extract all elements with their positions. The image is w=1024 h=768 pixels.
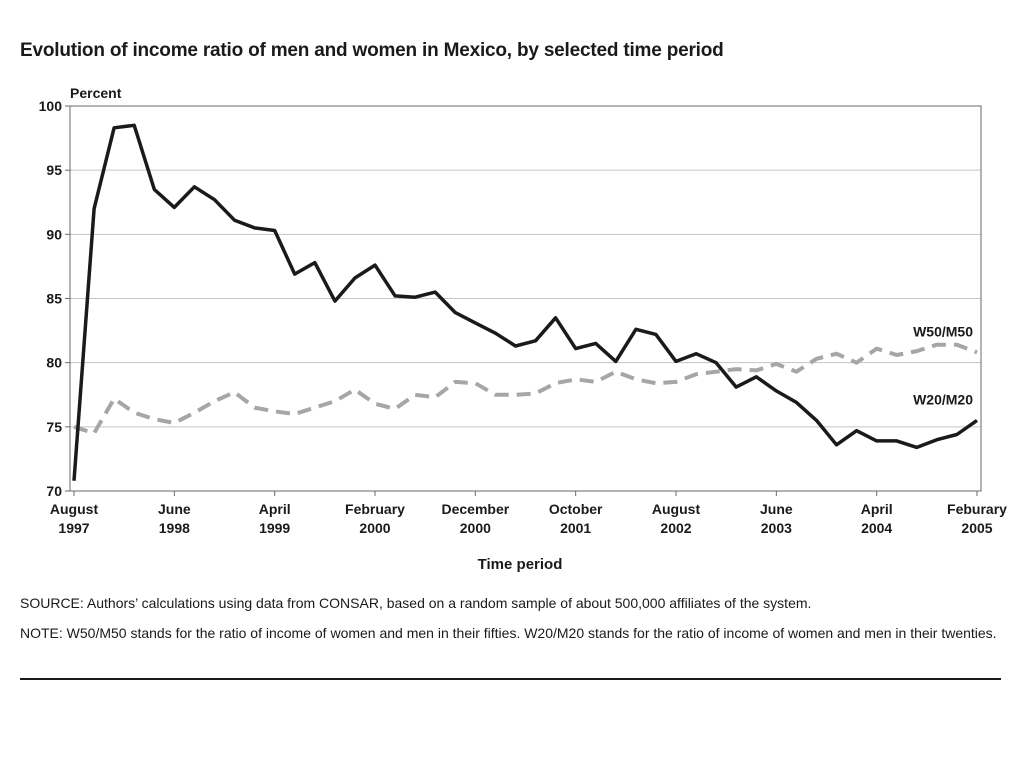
note-text: NOTE: W50/M50 stands for the ratio of in…	[20, 625, 997, 641]
y-tick-label: 75	[46, 419, 62, 435]
divider	[20, 678, 1001, 680]
x-tick-label: 2004	[861, 520, 892, 536]
series-label-w20-m20: W20/M20	[913, 391, 973, 407]
x-tick-label: 1998	[159, 520, 190, 536]
line-chart: 70 75 80 85 90 95 100 August 1997 June 1998 April 19…	[39, 85, 1008, 573]
x-tick-label: December	[441, 501, 509, 517]
x-tick-label: 2000	[460, 520, 491, 536]
x-tick-label: 1997	[58, 520, 89, 536]
x-tick-label: October	[549, 501, 603, 517]
source-note: SOURCE: Authors’ calculations using data…	[20, 595, 812, 611]
x-tick-label: 2003	[761, 520, 792, 536]
y-tick-label: 100	[39, 98, 63, 114]
y-tick-label: 80	[46, 355, 62, 371]
x-tick-label: June	[760, 501, 793, 517]
chart-title: Evolution of income ratio of men and wom…	[20, 40, 724, 61]
x-tick-label: 2005	[961, 520, 992, 536]
y-tick-label: 95	[46, 162, 62, 178]
y-tick-label: 90	[46, 226, 62, 242]
series-lines	[72, 123, 979, 481]
x-tick-label: August	[652, 501, 701, 517]
x-axis-title: Time period	[478, 556, 563, 573]
plot-frame	[69, 105, 982, 492]
x-tick-label: April	[259, 501, 291, 517]
x-tick-label: April	[861, 501, 893, 517]
x-tick-label: 2002	[660, 520, 691, 536]
gridlines	[70, 105, 981, 428]
series-line-w50-m50	[73, 342, 978, 436]
axes	[65, 105, 982, 496]
series-label-w50-m50: W50/M50	[913, 323, 973, 339]
x-tick-label: February	[345, 501, 405, 517]
x-tick-label: June	[158, 501, 191, 517]
x-tick-label: 2000	[359, 520, 390, 536]
x-tick-label: 1999	[259, 520, 290, 536]
y-tick-label: 70	[46, 483, 62, 499]
y-tick-label: 85	[46, 291, 62, 307]
x-tick-label: August	[50, 501, 99, 517]
x-tick-label: Feburary	[947, 501, 1007, 517]
axis-labels: 70 75 80 85 90 95 100 August 1997 June 1998 April 19…	[39, 85, 1008, 573]
x-tick-label: 2001	[560, 520, 591, 536]
y-axis-title: Percent	[70, 85, 122, 101]
series-line-w20-m20	[72, 123, 979, 481]
